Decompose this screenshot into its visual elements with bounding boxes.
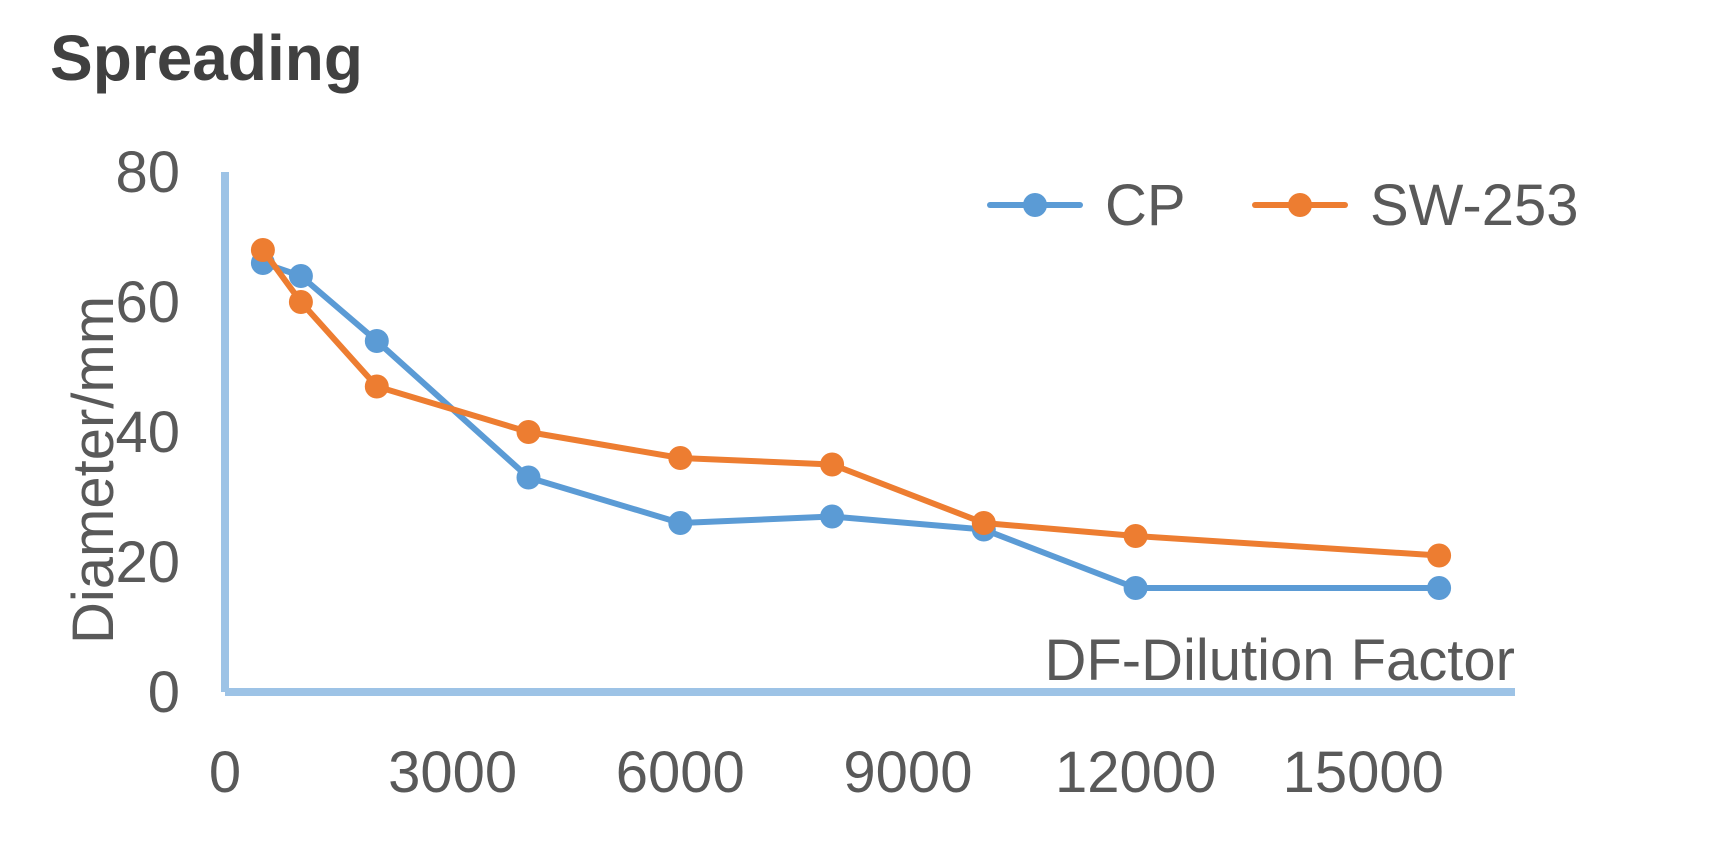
data-point	[364, 374, 389, 399]
x-tick-label: 12000	[1055, 740, 1216, 805]
legend-swatch-marker	[1288, 193, 1312, 217]
series-sw-253	[250, 238, 1452, 568]
y-tick-label: 0	[148, 660, 180, 725]
data-point	[1123, 576, 1148, 600]
legend-swatch-marker	[1023, 193, 1047, 217]
data-point	[820, 504, 845, 529]
data-point	[1427, 576, 1452, 600]
y-tick-label: 40	[115, 400, 180, 465]
data-point	[516, 420, 541, 444]
y-tick-label: 80	[115, 140, 180, 205]
data-point	[971, 511, 996, 535]
legend-label: SW-253	[1370, 173, 1578, 238]
x-tick-label: 9000	[843, 740, 972, 805]
y-tick-label: 60	[115, 270, 180, 335]
legend-item: SW-253	[1252, 173, 1578, 238]
data-point	[668, 446, 693, 470]
data-point	[820, 452, 845, 477]
x-axis-label: DF-Dilution Factor	[1044, 628, 1515, 693]
legend: CP SW-253	[987, 173, 1578, 238]
series-line	[259, 247, 1443, 559]
legend-label: CP	[1105, 173, 1186, 238]
x-tick-label: 3000	[388, 740, 517, 805]
axes	[221, 172, 1515, 696]
y-tick-label: 20	[115, 530, 180, 595]
data-point	[516, 465, 541, 490]
chart-title: Spreading	[50, 22, 363, 94]
data-point	[668, 511, 693, 535]
series-layer	[250, 238, 1452, 600]
data-point	[1427, 543, 1452, 568]
x-tick-label: 0	[209, 740, 241, 805]
data-point	[364, 329, 389, 353]
legend-item: CP	[987, 173, 1186, 238]
data-point	[1123, 524, 1148, 548]
x-tick-labels: 0 3000 6000 9000 12000 15000	[209, 740, 1444, 805]
series-line	[259, 260, 1443, 591]
data-point	[288, 290, 313, 314]
x-tick-label: 6000	[616, 740, 745, 805]
x-tick-label: 15000	[1283, 740, 1444, 805]
y-tick-labels: 0 20 40 60 80	[115, 140, 180, 725]
y-axis-label: Diameter/mm	[61, 296, 126, 644]
data-point	[250, 238, 275, 262]
data-point	[288, 264, 313, 288]
